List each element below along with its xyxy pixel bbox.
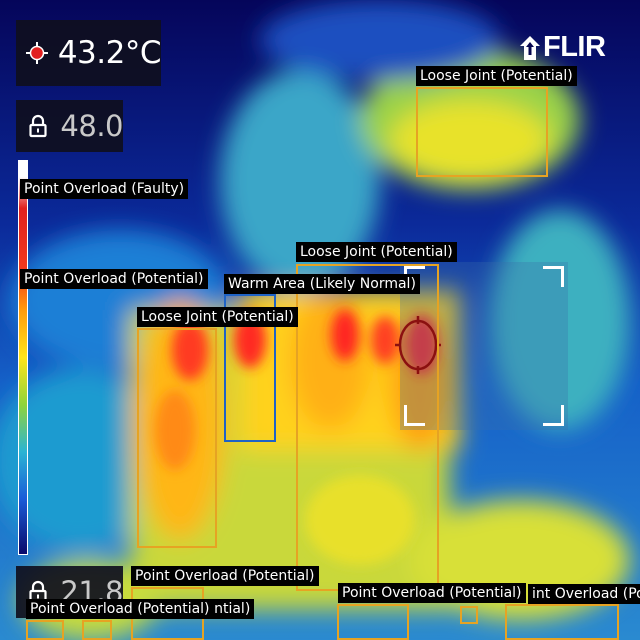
flir-logo: FLIR: [519, 31, 606, 64]
max-temperature-readout[interactable]: 48.0: [16, 100, 123, 152]
crosshair-spot-icon: [16, 20, 58, 86]
reticle-corner: [404, 405, 425, 426]
detection-box[interactable]: [82, 620, 112, 640]
spot-temperature-readout: 43.2°C: [16, 20, 162, 86]
color-scale-bar: [18, 160, 28, 555]
detection-label: Point Overload (Potential): [338, 583, 526, 603]
lock-icon: [16, 100, 60, 152]
reticle-corner: [543, 405, 564, 426]
detection-box[interactable]: [416, 87, 548, 177]
detection-box[interactable]: [137, 328, 217, 548]
flir-logo-text: FLIR: [543, 31, 606, 63]
detection-box[interactable]: [26, 620, 64, 640]
detection-label: Loose Joint (Potential): [296, 242, 457, 262]
max-temperature-value: 48.0: [60, 109, 123, 143]
detection-label: Loose Joint (Potential): [137, 307, 298, 327]
detection-label: Point Overload (Potential): [20, 269, 208, 289]
reticle-corner: [543, 266, 564, 287]
detection-label: Point Overload (Potential): [26, 599, 214, 619]
detection-label: int Overload (Po: [528, 584, 640, 604]
detection-label: Warm Area (Likely Normal): [224, 274, 420, 294]
hot-spot-marker-icon: [395, 316, 441, 374]
detection-box-normal[interactable]: [224, 294, 276, 442]
flir-logo-icon: [520, 35, 540, 60]
detection-label: Point Overload (Potential): [131, 566, 319, 586]
detection-label: Point Overload (Faulty): [20, 179, 189, 199]
detection-box[interactable]: [337, 604, 409, 640]
measurement-reticle[interactable]: [400, 262, 568, 430]
detection-label: Loose Joint (Potential): [416, 66, 577, 86]
spot-temperature-value: 43.2°C: [57, 35, 162, 71]
detection-box[interactable]: [460, 606, 478, 624]
detection-box[interactable]: [296, 264, 439, 591]
detection-box[interactable]: [505, 604, 619, 640]
